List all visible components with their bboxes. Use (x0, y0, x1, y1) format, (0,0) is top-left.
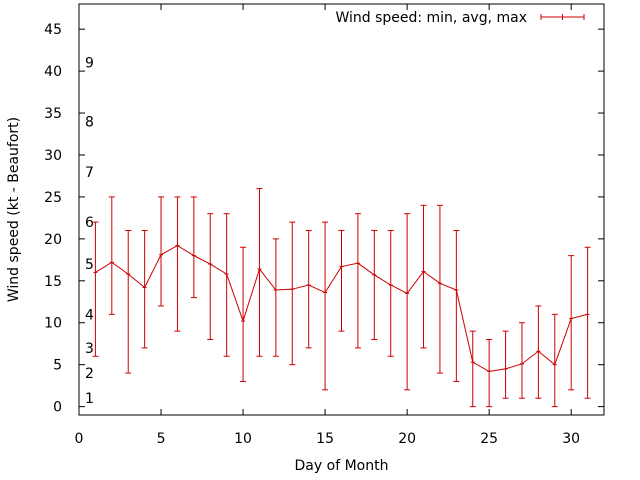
beaufort-label: 6 (85, 215, 94, 231)
x-tick-label: 25 (480, 431, 498, 447)
beaufort-scale-labels: 1 2 3 4 5 6 7 8 9 (85, 56, 94, 408)
beaufort-label: 2 (85, 366, 94, 382)
plot-border (78, 3, 605, 416)
beaufort-label: 3 (85, 341, 94, 357)
x-tick-label: 0 (75, 431, 84, 447)
y-tick-label: 20 (44, 232, 62, 248)
legend-label: Wind speed: min, avg, max (335, 10, 527, 26)
beaufort-label: 5 (85, 257, 94, 273)
beaufort-label: 4 (85, 307, 94, 323)
x-tick-label: 5 (157, 431, 166, 447)
y-tick-label: 5 (53, 358, 62, 374)
beaufort-label: 1 (85, 391, 94, 407)
y-axis-label: Wind speed (kt - Beaufort) (6, 117, 22, 302)
x-tick-label: 20 (398, 431, 416, 447)
y-tick-label: 10 (44, 316, 62, 332)
y-tick-label: 0 (53, 400, 62, 416)
x-tick-label: 10 (234, 431, 252, 447)
y-tick-label: 40 (44, 64, 62, 80)
y-tick-label: 45 (44, 22, 62, 38)
y-tick-label: 30 (44, 148, 62, 164)
beaufort-label: 7 (85, 165, 94, 181)
x-tick-label: 30 (562, 431, 580, 447)
y-tick-label: 15 (44, 274, 62, 290)
y-tick-label: 35 (44, 106, 62, 122)
x-axis-label: Day of Month (295, 458, 389, 474)
beaufort-label: 8 (85, 114, 94, 130)
plot-frame (78, 3, 605, 416)
y-tick-label: 25 (44, 190, 62, 206)
series-layer (92, 188, 591, 408)
legend: Wind speed: min, avg, max (335, 10, 585, 26)
x-tick-label: 15 (316, 431, 334, 447)
x-axis: 0 5 10 15 20 25 30 (75, 4, 580, 447)
beaufort-label: 9 (85, 56, 94, 72)
